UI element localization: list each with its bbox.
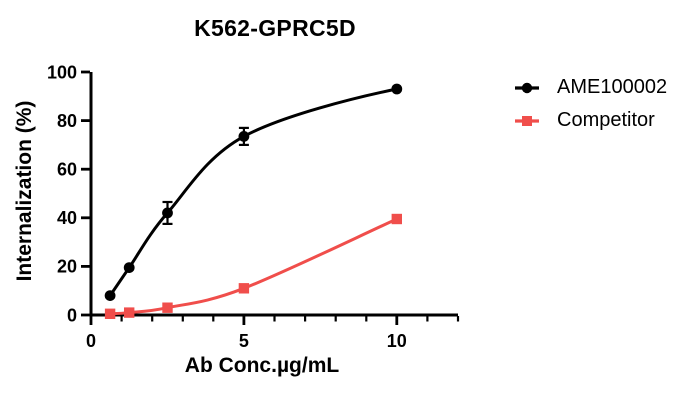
legend-label: Competitor <box>557 109 655 131</box>
data-point-circle-icon <box>104 290 116 301</box>
data-point-circle-icon <box>391 83 403 95</box>
data-point-square-icon <box>238 283 250 294</box>
x-tick-label: 10 <box>387 331 407 351</box>
legend-marker-circle-icon <box>515 82 539 93</box>
x-axis-title: Ab Conc.µg/mL <box>184 354 340 377</box>
data-point-square-icon <box>162 302 173 313</box>
series-Competitor <box>104 213 402 319</box>
y-tick-label: 40 <box>57 208 77 228</box>
y-tick-label: 60 <box>57 160 77 180</box>
x-tick-label: 5 <box>239 331 249 351</box>
y-tick-label: 0 <box>67 305 77 325</box>
data-point-circle-icon <box>162 207 173 219</box>
x-axis-ticks: 0 5 10 <box>86 316 460 351</box>
data-point-circle-icon <box>238 131 250 142</box>
y-axis-title: Internalization (%) <box>13 100 36 282</box>
series-AME100002 <box>104 83 403 301</box>
axes <box>89 72 458 317</box>
y-axis-ticks: 0 20 40 60 80 100 <box>47 62 90 325</box>
legend-item-competitor: Competitor <box>514 109 667 132</box>
data-point-circle-icon <box>123 262 135 273</box>
series-line-AME100002 <box>108 87 399 298</box>
x-tick-label: 0 <box>86 331 96 351</box>
y-tick-label: 20 <box>57 257 77 277</box>
y-tick-label: 80 <box>57 111 77 131</box>
y-tick-label: 100 <box>47 62 77 82</box>
data-point-square-icon <box>124 307 135 318</box>
legend: AME100002 Competitor <box>514 76 667 132</box>
legend-marker-square-icon <box>515 115 539 126</box>
data-point-square-icon <box>391 213 402 225</box>
legend-label: AME100002 <box>557 76 668 98</box>
chart-title: K562-GPRC5D <box>194 15 356 41</box>
legend-item-ame100002: AME100002 <box>514 76 667 99</box>
data-point-square-icon <box>104 308 116 319</box>
